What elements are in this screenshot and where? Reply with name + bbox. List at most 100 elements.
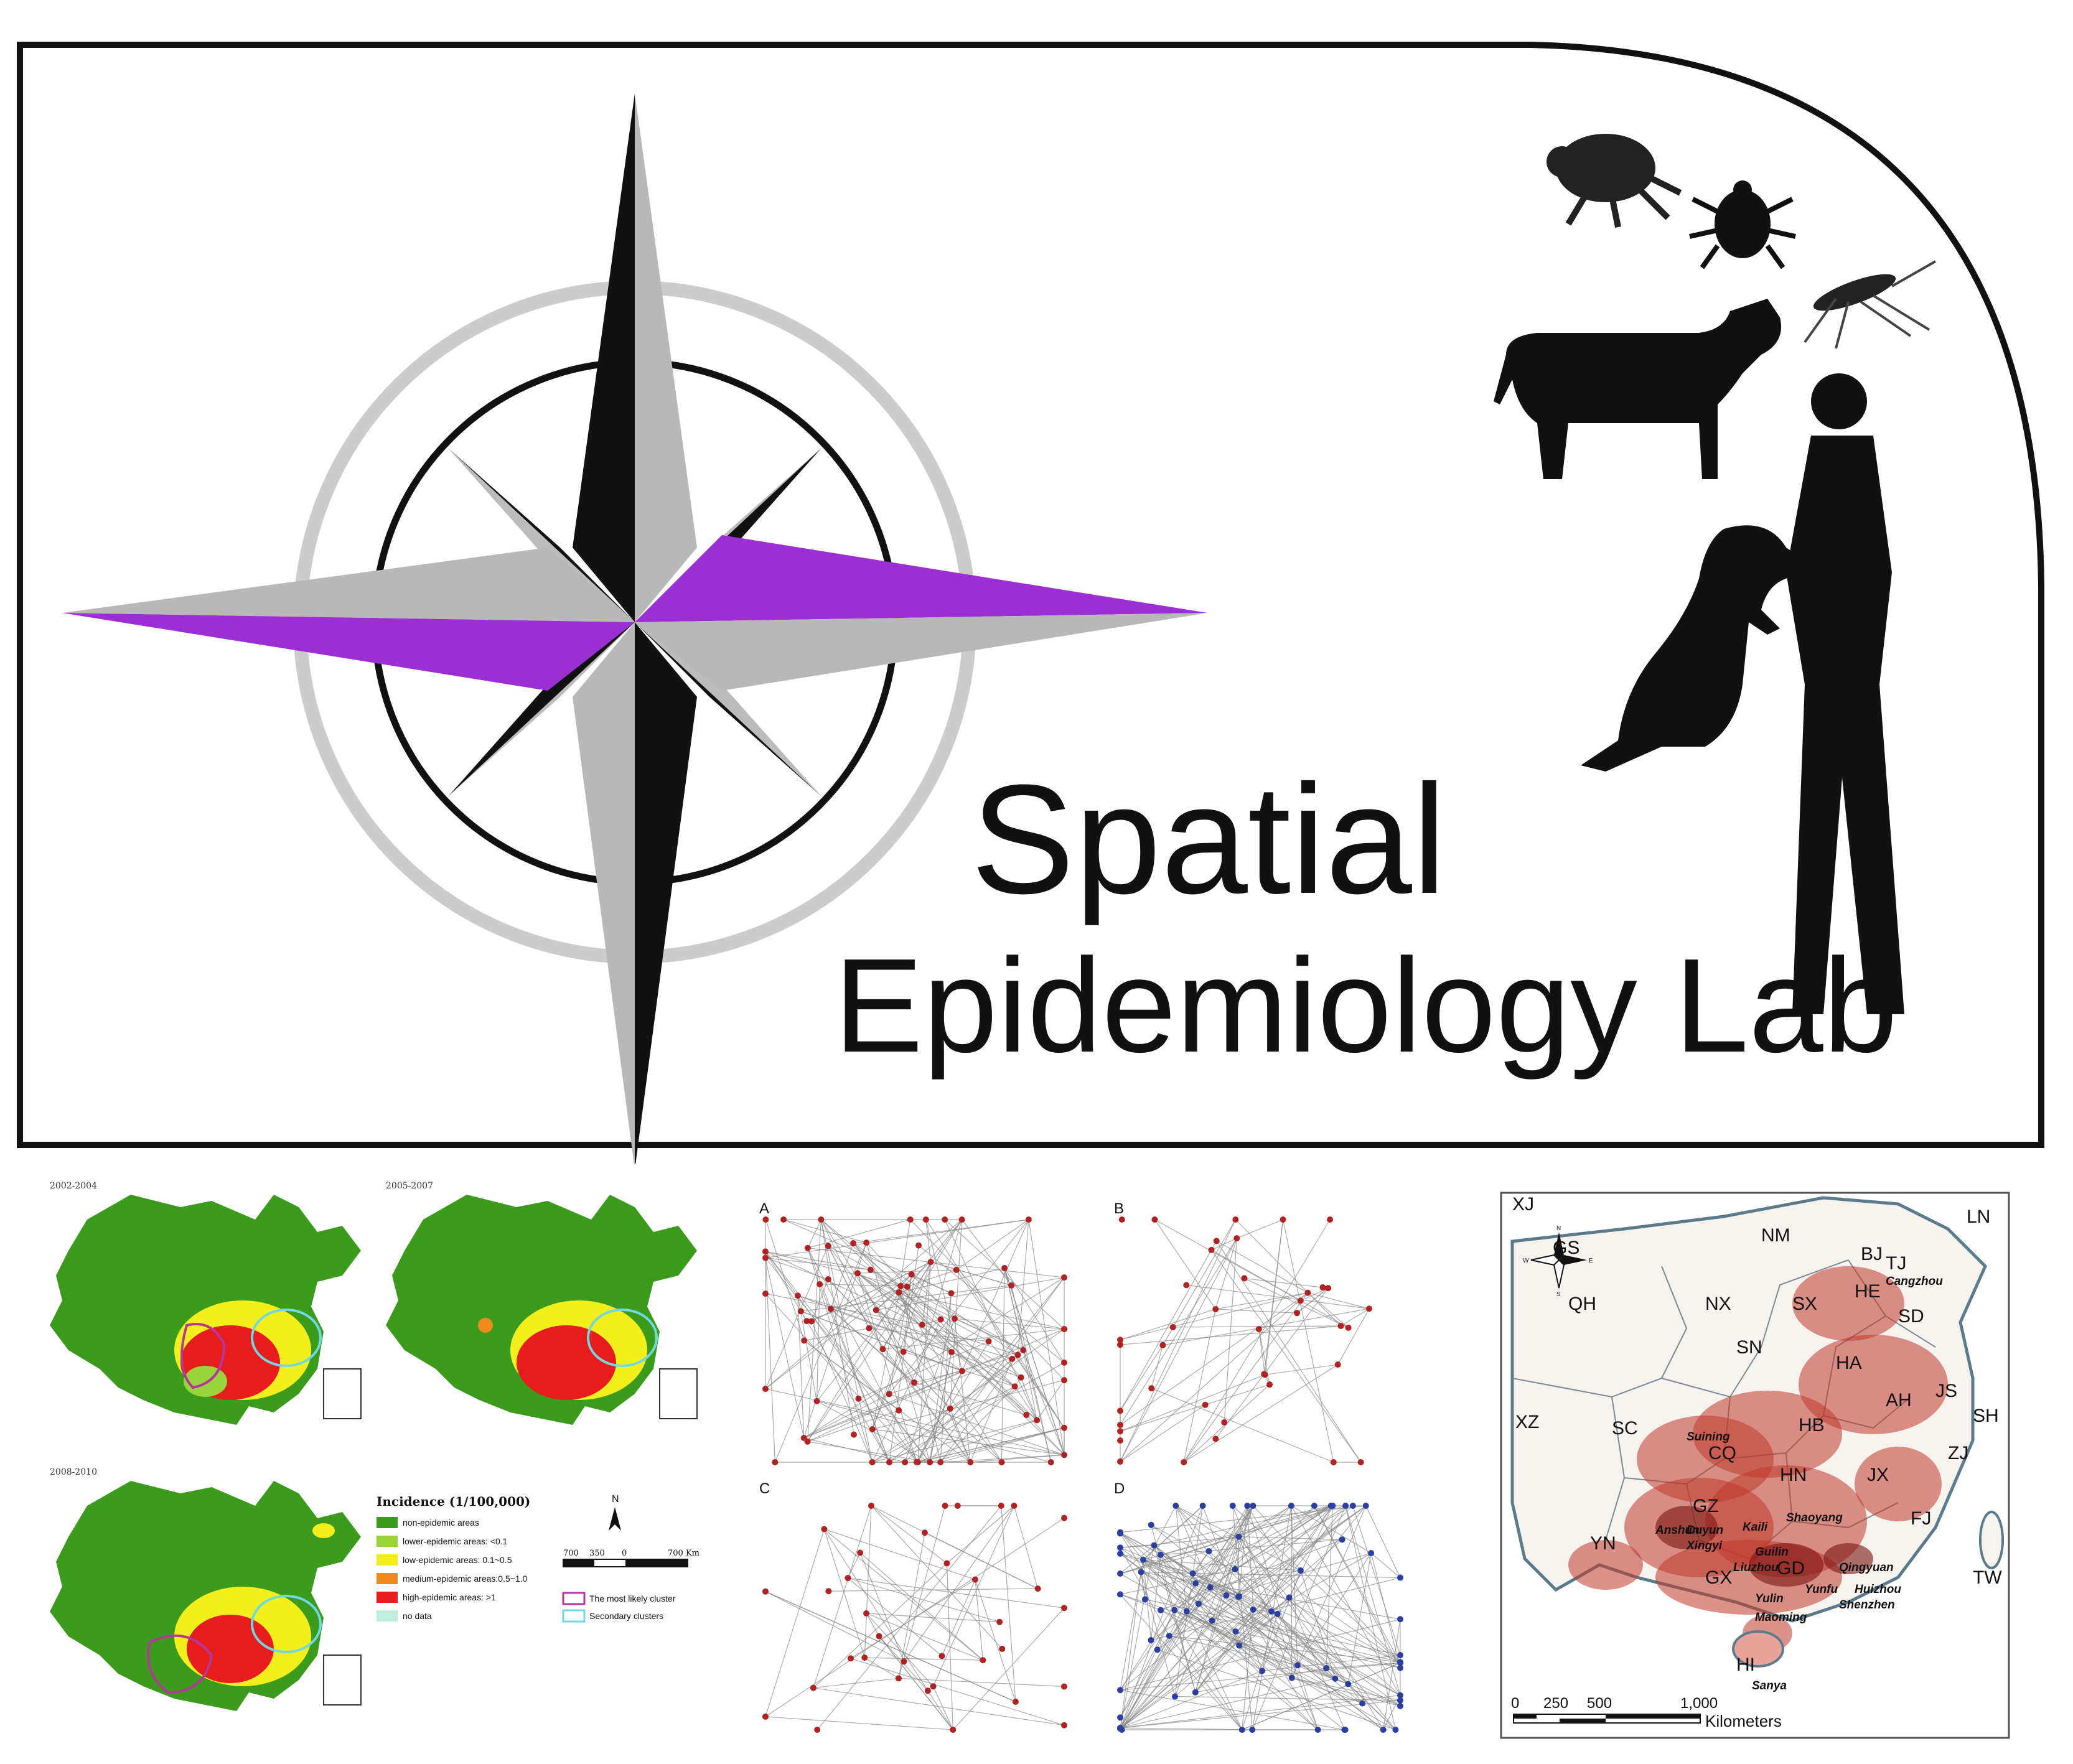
network-node <box>1061 1359 1067 1366</box>
network-edge <box>848 1577 1000 1623</box>
network-edge <box>765 1251 923 1325</box>
network-node <box>886 1391 892 1398</box>
network-node <box>1397 1616 1403 1623</box>
network-node <box>1199 1503 1206 1509</box>
province-label: XZ <box>1515 1412 1539 1432</box>
network-edge <box>1154 1219 1216 1310</box>
network-edge <box>1141 1572 1401 1707</box>
network-node <box>1189 1570 1196 1577</box>
city-label: Anshun <box>1655 1524 1700 1537</box>
province-label: JS <box>1935 1381 1957 1401</box>
svg-text:500: 500 <box>1587 1695 1612 1712</box>
network-node <box>1208 1246 1215 1253</box>
network-edge <box>1232 1505 1319 1730</box>
network-node <box>1345 1681 1352 1687</box>
network-node <box>800 1435 807 1442</box>
north-arrow-label: N <box>612 1494 619 1505</box>
network-node <box>1368 1550 1375 1557</box>
network-node <box>1138 1569 1144 1575</box>
province-label: LN <box>1967 1206 1990 1227</box>
province-label: FJ <box>1911 1508 1931 1529</box>
network-edge <box>1120 1505 1204 1729</box>
network-edge <box>807 1410 899 1442</box>
network-node <box>1339 1536 1345 1543</box>
province-label: SX <box>1792 1294 1817 1314</box>
city-label: Sanya <box>1752 1679 1787 1692</box>
network-node <box>868 1503 874 1509</box>
network-node <box>813 1398 820 1404</box>
network-edge <box>1192 1505 1331 1574</box>
network-node <box>863 1239 870 1246</box>
network-node <box>1014 1351 1021 1358</box>
network-edge <box>1154 1545 1236 1632</box>
network-edge <box>1004 1267 1052 1463</box>
network-node <box>915 1242 922 1249</box>
network-node <box>958 1368 965 1374</box>
person-icon <box>1786 373 1904 1014</box>
network-edge <box>866 1242 930 1463</box>
network-edge <box>954 1318 1065 1330</box>
network-edge <box>1001 1268 1005 1463</box>
network-node <box>866 1325 873 1332</box>
network-edge <box>1120 1594 1243 1730</box>
network-edge <box>866 1613 880 1636</box>
city-label: Qingyuan <box>1839 1561 1894 1574</box>
svg-text:0: 0 <box>1511 1695 1519 1712</box>
network-edge <box>1120 1505 1253 1691</box>
network-node <box>869 1459 876 1465</box>
network-edge <box>1195 1505 1331 1584</box>
incidence-legend: Incidence (1/100,000) non-epidemic areas… <box>377 1494 700 1623</box>
network-edge <box>807 1441 930 1463</box>
network-edge <box>820 1219 904 1352</box>
city-label: Shenzhen <box>1839 1598 1895 1612</box>
network-edge <box>850 1579 976 1659</box>
svg-text:medium-epidemic areas:0.5~1.0: medium-epidemic areas:0.5~1.0 <box>403 1574 528 1584</box>
network-node <box>900 1348 907 1355</box>
network-edge <box>765 1529 825 1717</box>
network-node <box>1286 1594 1293 1601</box>
network-edge <box>1143 1559 1401 1696</box>
network-node <box>1023 1411 1030 1418</box>
network-edge <box>807 1219 910 1249</box>
network-edge <box>1028 1219 1065 1455</box>
taiwan-island <box>1979 1511 2004 1569</box>
network-edge <box>1120 1700 1401 1729</box>
network-node <box>1183 1282 1190 1289</box>
network-node <box>1117 1422 1123 1429</box>
network-edge <box>946 1563 953 1730</box>
network-edge <box>876 1286 901 1310</box>
network-node <box>762 1290 769 1297</box>
network-node <box>1061 1274 1067 1281</box>
network-node <box>863 1610 870 1617</box>
network-node <box>1061 1605 1067 1612</box>
network-edge <box>1314 1505 1401 1663</box>
network-node <box>850 1240 857 1247</box>
network-edge <box>932 1505 1014 1687</box>
network-node <box>762 1248 769 1255</box>
network-node <box>996 1618 1003 1625</box>
network-edge <box>857 1272 1015 1387</box>
network-edge <box>1215 1374 1265 1439</box>
network-graph-b <box>1117 1216 1372 1465</box>
province-label: TW <box>1973 1567 2002 1588</box>
city-label: Kaili <box>1743 1521 1768 1534</box>
network-label-d: D <box>1114 1480 1125 1497</box>
network-node <box>803 1318 810 1325</box>
network-node <box>855 1395 862 1402</box>
network-node <box>1366 1305 1372 1312</box>
network-node <box>1008 1282 1015 1289</box>
network-node <box>1314 1727 1321 1733</box>
network-edge <box>1141 1505 1176 1572</box>
network-edge <box>821 1219 1065 1455</box>
network-node <box>911 1379 918 1386</box>
network-node <box>1304 1289 1311 1296</box>
network-node <box>1159 1342 1166 1348</box>
network-node <box>1250 1606 1256 1613</box>
network-node <box>1294 1662 1301 1669</box>
network-edge <box>1175 1505 1401 1663</box>
network-edge <box>1150 1554 1161 1641</box>
network-node <box>950 1727 957 1733</box>
network-node <box>1148 1637 1154 1644</box>
